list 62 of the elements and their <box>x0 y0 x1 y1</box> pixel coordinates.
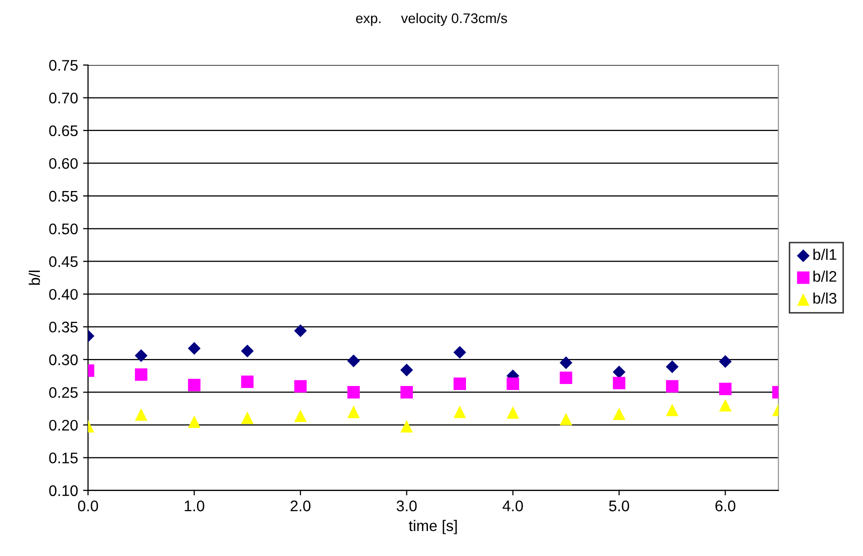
point <box>134 408 148 421</box>
y-tick-label: 0.20 <box>49 420 78 431</box>
legend-label: b/l1 <box>813 248 836 260</box>
y-tick-label: 0.25 <box>49 387 78 398</box>
x-tick-label: 5.0 <box>609 500 630 512</box>
point <box>294 410 307 422</box>
point <box>560 412 572 426</box>
point <box>718 355 732 368</box>
point <box>612 366 626 378</box>
point <box>188 378 200 392</box>
point <box>134 349 148 362</box>
point <box>294 380 307 393</box>
x-tick-label: 6.0 <box>715 500 736 512</box>
point <box>241 412 254 424</box>
point <box>347 406 360 418</box>
y-tick-label: 0.45 <box>49 256 78 268</box>
point <box>666 404 678 416</box>
y-tick-label: 0.75 <box>49 60 78 71</box>
y-tick-label: 0.30 <box>49 354 78 366</box>
point <box>347 386 360 398</box>
y-tick-label: 0.70 <box>49 92 78 104</box>
point <box>188 415 200 428</box>
point <box>719 382 732 396</box>
legend-label: b/l2 <box>813 270 836 282</box>
point <box>612 376 626 390</box>
point <box>400 420 413 432</box>
point <box>454 378 466 390</box>
y-tick-label: 0.35 <box>49 322 78 332</box>
point <box>294 324 307 338</box>
x-tick-label: 2.0 <box>290 500 310 512</box>
x-tick-label: 3.0 <box>396 500 417 512</box>
y-tick-label: 0.60 <box>49 158 78 169</box>
point <box>612 408 626 420</box>
y-tick-label: 0.65 <box>49 125 78 136</box>
point <box>188 342 201 355</box>
point <box>453 346 466 359</box>
point <box>241 376 254 388</box>
point <box>666 360 679 374</box>
point <box>400 364 414 376</box>
x-tick-label: 1.0 <box>184 500 204 512</box>
y-tick-label: 0.55 <box>49 190 78 202</box>
point <box>666 380 678 393</box>
x-axis-title: time [s] <box>408 520 457 534</box>
legend-label: b/l3 <box>813 292 836 304</box>
point <box>347 354 360 368</box>
point <box>719 399 732 412</box>
point <box>134 368 148 381</box>
x-tick-label: 4.0 <box>502 500 523 512</box>
x-tick-label: 0.0 <box>78 500 98 512</box>
point <box>506 378 520 390</box>
point <box>560 372 572 384</box>
y-tick-label: 0.40 <box>49 288 78 300</box>
point <box>454 406 466 418</box>
point <box>560 356 572 370</box>
point <box>506 406 520 419</box>
chart-title: exp. velocity 0.73cm/s <box>356 12 508 26</box>
y-tick-label: 0.10 <box>49 485 78 496</box>
point <box>400 386 413 398</box>
point <box>240 344 254 358</box>
y-axis-title: b/l <box>28 270 40 285</box>
y-tick-label: 0.50 <box>49 224 78 234</box>
y-tick-label: 0.15 <box>49 452 78 464</box>
